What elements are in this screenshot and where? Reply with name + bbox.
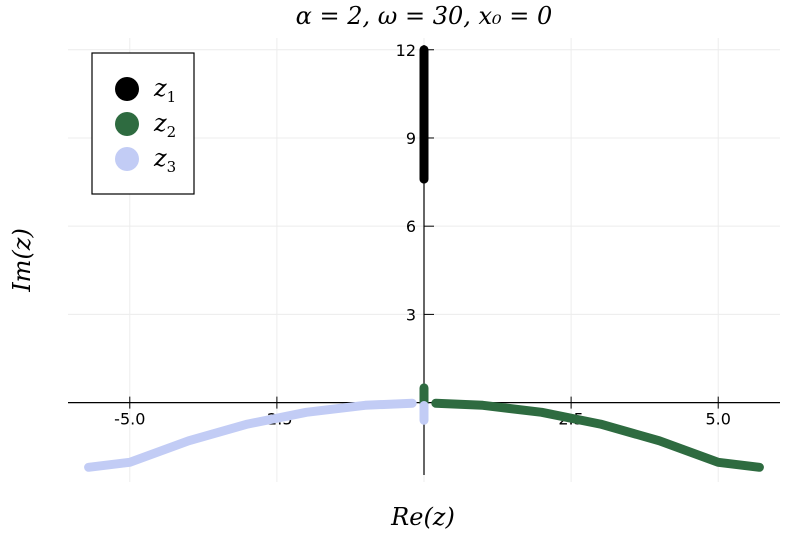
x-axis-label: Re(z) <box>390 503 455 531</box>
y-tick-label-3: 12 <box>396 41 416 60</box>
y-axis-label: Im(z) <box>8 228 36 293</box>
chart-title: α = 2, ω = 30, x₀ = 0 <box>296 2 553 30</box>
series-z2-segment-1 <box>431 398 764 472</box>
legend-entry-z3: z3 <box>115 144 176 176</box>
legend-entry-z1: z1 <box>115 74 176 106</box>
legend-marker-z2 <box>115 112 139 136</box>
series-z2 <box>419 383 764 472</box>
y-tick-label-1: 6 <box>406 217 416 236</box>
y-tick-label-0: 3 <box>406 305 416 324</box>
y-tick-label-2: 9 <box>406 129 416 148</box>
legend-marker-z1 <box>115 77 139 101</box>
legend-entry-z2: z2 <box>115 109 176 141</box>
series-z3 <box>84 398 429 472</box>
x-tick-label-3: 5.0 <box>705 410 730 429</box>
series-z3-segment-1 <box>84 398 417 472</box>
series-layer <box>84 45 764 472</box>
legend-label-z3: z3 <box>153 144 176 176</box>
legend-marker-z3 <box>115 147 139 171</box>
legend-label-z2: z2 <box>153 109 176 141</box>
legend: z1 z2 z3 <box>91 52 195 195</box>
legend-box <box>91 52 195 195</box>
legend-label-z1: z1 <box>153 74 176 106</box>
x-tick-label-0: -5.0 <box>114 410 145 429</box>
